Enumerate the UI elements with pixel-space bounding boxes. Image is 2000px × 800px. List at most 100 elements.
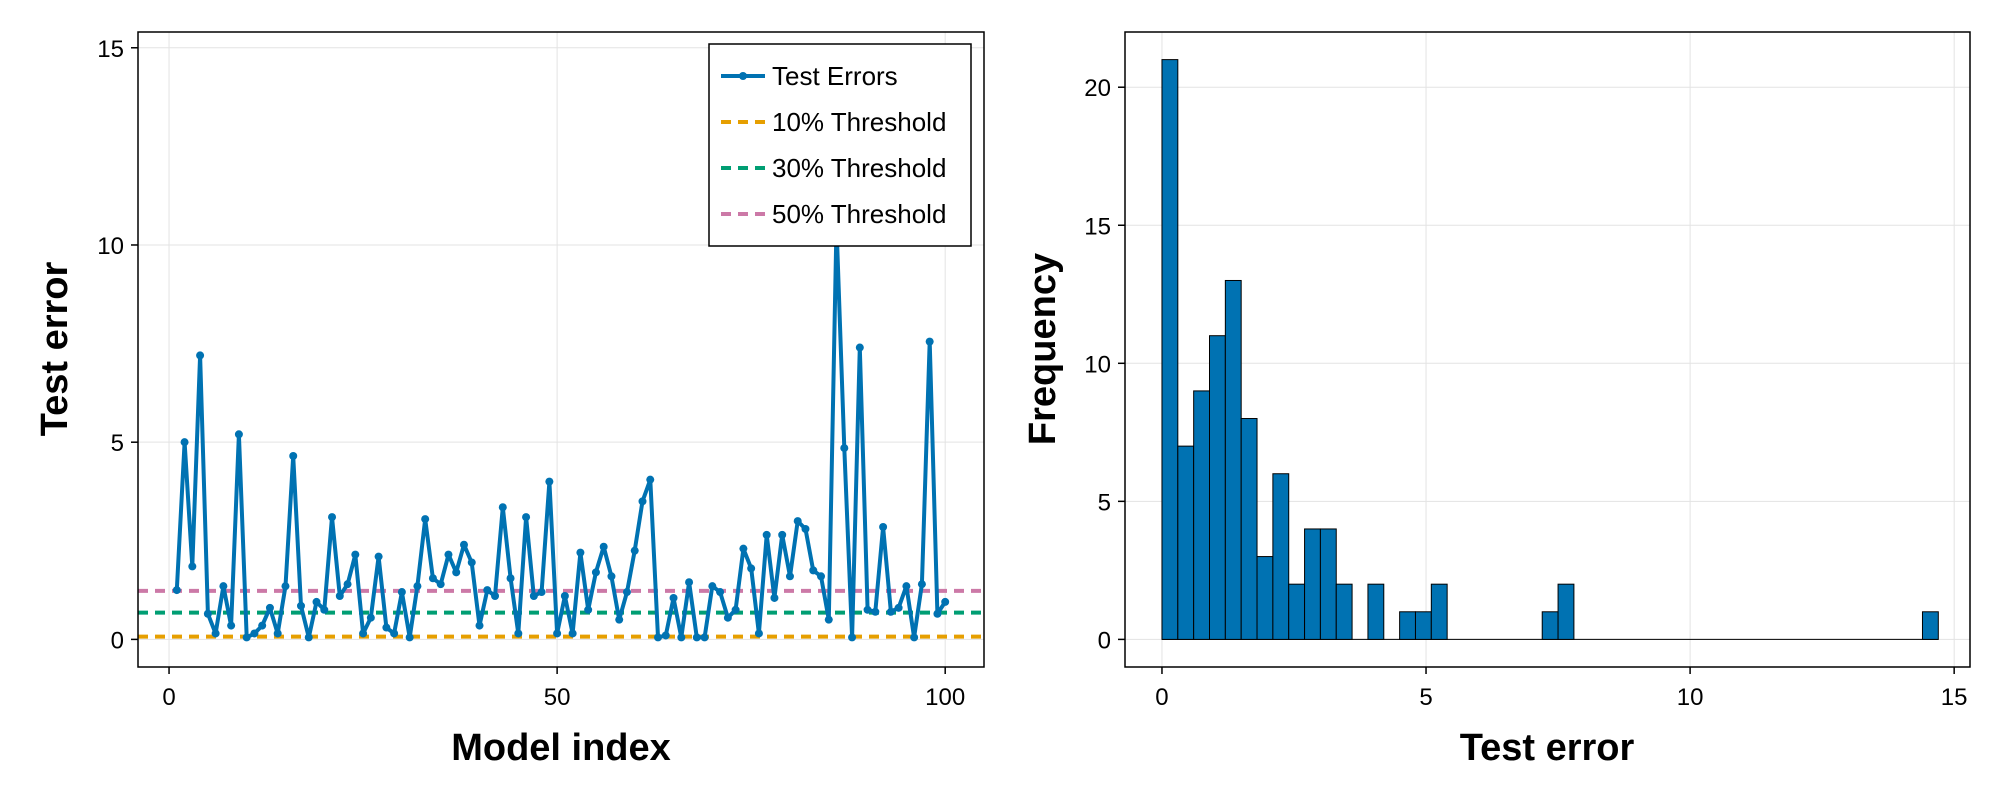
histogram-bar (1288, 583, 1306, 640)
line-chart-x-label: Model index (451, 727, 671, 769)
test-errors-point (428, 574, 437, 583)
legend-label-test-errors: Test Errors (772, 61, 898, 91)
test-errors-series (172, 221, 950, 642)
test-errors-point (180, 438, 189, 447)
histogram-panel: 0 5 10 15 0 5 10 15 20 Test error Frequency (1022, 31, 1971, 769)
histogram-bar (1921, 611, 1939, 640)
test-errors-point (405, 633, 414, 642)
test-errors-point (677, 633, 686, 642)
test-errors-point (452, 568, 461, 577)
histogram-bar (1319, 528, 1337, 640)
y-tick-label: 0 (1098, 627, 1111, 654)
test-errors-point (762, 530, 771, 539)
test-errors-point (785, 572, 794, 581)
test-errors-point (591, 568, 600, 577)
histogram-bar (1161, 59, 1179, 640)
test-errors-point (568, 629, 577, 638)
legend-box (708, 43, 972, 247)
test-errors-point (622, 588, 631, 597)
test-errors-point (537, 588, 546, 597)
histogram-x-ticks: 0 5 10 15 (1155, 667, 1968, 711)
test-errors-point (630, 546, 639, 555)
test-errors-point (211, 629, 220, 638)
test-errors-point (289, 451, 298, 460)
test-errors-point (638, 497, 647, 506)
test-errors-point (886, 607, 895, 616)
test-errors-point (320, 605, 329, 614)
test-errors-point (328, 513, 337, 522)
test-errors-point (933, 609, 942, 618)
test-errors-point (553, 629, 562, 638)
legend-label-50-threshold: 50% Threshold (772, 199, 946, 229)
test-errors-point (351, 550, 360, 559)
test-errors-point (390, 629, 399, 638)
x-tick-label: 0 (1155, 684, 1168, 711)
y-tick-label: 15 (97, 36, 124, 63)
legend-marker-test-errors (739, 72, 747, 80)
test-errors-point (188, 562, 197, 571)
test-errors-line (174, 223, 947, 640)
y-tick-label: 10 (1084, 351, 1111, 378)
histogram-bars (1161, 59, 1939, 640)
test-errors-point (747, 564, 756, 573)
test-errors-point (273, 629, 282, 638)
test-errors-point (172, 586, 181, 595)
test-errors-point (700, 633, 709, 642)
test-errors-point (514, 629, 523, 638)
test-errors-point (374, 552, 383, 561)
test-errors-point (413, 582, 422, 591)
histogram-bar (1256, 556, 1274, 640)
test-errors-point (607, 572, 616, 581)
test-errors-point (824, 615, 833, 624)
test-errors-point (723, 613, 732, 622)
test-errors-point (203, 609, 212, 618)
x-tick-label: 10 (1677, 684, 1704, 711)
test-errors-point (871, 607, 880, 616)
histogram-bar (1557, 583, 1575, 640)
legend-item-50-threshold: 50% Threshold (721, 199, 946, 229)
test-errors-point (584, 605, 593, 614)
test-errors-point (599, 542, 608, 551)
test-errors-point (925, 337, 934, 346)
test-errors-point (382, 623, 391, 632)
test-errors-point (848, 633, 857, 642)
test-errors-point (491, 592, 500, 601)
histogram-bar (1335, 583, 1353, 640)
test-errors-point (731, 605, 740, 614)
test-errors-point (281, 582, 290, 591)
test-errors-point (227, 621, 236, 630)
test-errors-point (312, 597, 321, 606)
test-errors-point (646, 475, 655, 484)
legend-label-30-threshold: 30% Threshold (772, 153, 946, 183)
test-errors-point (894, 603, 903, 612)
line-chart-x-ticks: 0 50 100 (162, 667, 965, 711)
histogram-bar (1414, 611, 1432, 640)
test-errors-point (436, 580, 445, 589)
test-errors-point (219, 582, 228, 591)
histogram-bar (1240, 418, 1258, 640)
y-tick-label: 10 (97, 233, 124, 260)
legend-item-test-errors: Test Errors (721, 61, 898, 91)
test-errors-point (941, 597, 950, 606)
histogram-bar (1193, 390, 1210, 640)
test-errors-point (685, 578, 694, 587)
test-errors-point (739, 544, 748, 553)
line-chart-frame (137, 31, 985, 668)
test-errors-point (661, 631, 670, 640)
test-errors-point (560, 592, 569, 601)
test-errors-point (366, 613, 375, 622)
histogram-bar (1209, 335, 1226, 640)
histogram-bar (1399, 611, 1416, 640)
legend-item-30-threshold: 30% Threshold (721, 153, 946, 183)
test-errors-point (529, 592, 538, 601)
test-errors-point (483, 586, 492, 595)
test-errors-point (250, 629, 259, 638)
histogram-bar (1367, 583, 1385, 640)
y-tick-label: 5 (1098, 489, 1111, 516)
histogram-bar (1224, 279, 1242, 640)
test-errors-point (654, 633, 663, 642)
legend-label-10-threshold: 10% Threshold (772, 107, 946, 137)
test-errors-point (801, 524, 810, 533)
x-tick-label: 5 (1419, 684, 1432, 711)
test-errors-point (467, 558, 476, 567)
